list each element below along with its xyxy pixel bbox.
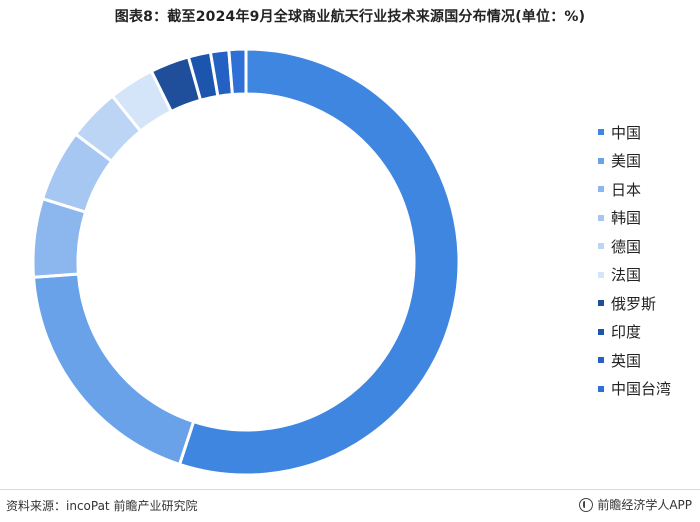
legend-label: 韩国	[611, 209, 642, 228]
legend-swatch	[598, 385, 604, 392]
donut-slice-2	[31, 272, 196, 467]
legend-label: 俄罗斯	[611, 294, 657, 313]
legend-swatch	[598, 357, 604, 364]
legend-item: 中国	[598, 118, 671, 147]
legend-item: 印度	[598, 318, 671, 347]
legend-label: 法国	[611, 266, 642, 285]
legend-item: 俄罗斯	[598, 289, 671, 318]
donut-slices	[31, 47, 461, 477]
chart-title: 图表8：截至2024年9月全球商业航天行业技术来源国分布情况(单位：%)	[114, 9, 586, 25]
legend-label: 日本	[611, 180, 642, 199]
chart-legend: 中国美国日本韩国德国法国俄罗斯印度英国中国台湾	[598, 118, 671, 403]
source-note: 资料来源：incoPat 前瞻产业研究院	[6, 499, 198, 513]
donut-slice-1	[177, 47, 461, 477]
legend-label: 中国	[611, 123, 642, 142]
legend-label: 印度	[611, 323, 642, 342]
brand-logo-icon	[579, 497, 594, 512]
legend-item: 中国台湾	[598, 375, 671, 404]
legend-swatch	[598, 243, 604, 250]
legend-item: 韩国	[598, 204, 671, 233]
legend-label: 德国	[611, 237, 642, 256]
legend-item: 法国	[598, 261, 671, 290]
legend-item: 英国	[598, 346, 671, 375]
legend-label: 中国台湾	[611, 380, 672, 399]
donut-slice-10	[227, 47, 248, 97]
legend-swatch	[598, 214, 604, 221]
legend-swatch	[598, 300, 604, 307]
legend-swatch	[598, 328, 604, 335]
legend-swatch	[598, 271, 604, 278]
legend-label: 美国	[611, 152, 642, 171]
legend-item: 日本	[598, 175, 671, 204]
legend-item: 德国	[598, 232, 671, 261]
legend-label: 英国	[611, 351, 642, 370]
legend-swatch	[598, 186, 604, 193]
brand-label: 前瞻经济学人APP	[579, 496, 692, 513]
legend-swatch	[598, 129, 604, 136]
footer-divider	[0, 489, 700, 490]
legend-swatch	[598, 157, 604, 164]
brand-text: 前瞻经济学人APP	[597, 498, 692, 512]
legend-item: 美国	[598, 147, 671, 176]
